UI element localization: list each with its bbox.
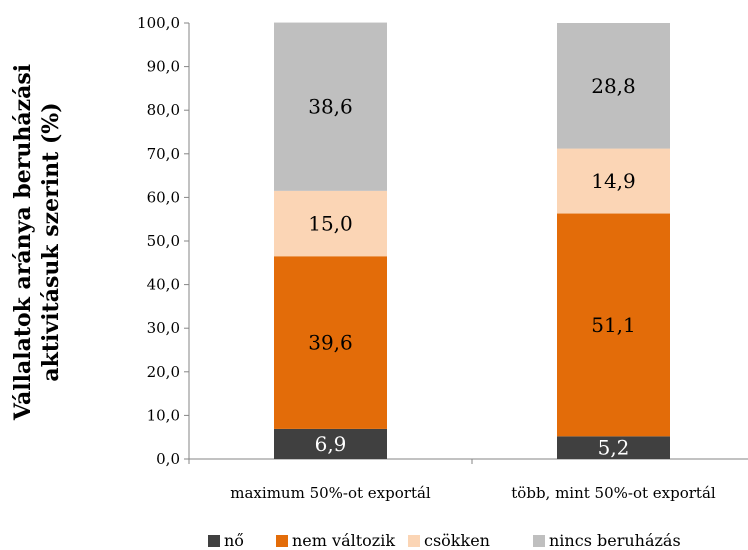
y-tick-label: 80,0 <box>147 101 180 119</box>
x-category-label: több, mint 50%-ot exportál <box>511 484 716 502</box>
bar-segment <box>274 190 387 257</box>
data-label: 6,9 <box>315 432 347 456</box>
y-tick-label: 100,0 <box>137 14 180 32</box>
y-axis-title-line-2: aktivitásuk szerint (%) <box>38 102 64 381</box>
y-tick-label: 50,0 <box>147 232 180 250</box>
data-label: 14,9 <box>591 169 636 193</box>
legend-swatch <box>533 535 545 547</box>
bar-segment <box>557 213 670 437</box>
bar-segment <box>557 436 670 459</box>
data-label: 5,2 <box>598 436 630 460</box>
legend-label: nincs beruházás <box>549 531 681 550</box>
bars <box>274 22 670 459</box>
bar-segment <box>274 256 387 429</box>
y-tick-label: 90,0 <box>147 58 180 76</box>
value-labels: 6,9 39,6 15,0 38,6 5,2 51,1 14,9 28,8 <box>308 74 636 460</box>
y-tick-label: 10,0 <box>147 406 180 424</box>
y-tick-label: 60,0 <box>147 188 180 206</box>
bar-segment <box>557 148 670 214</box>
data-label: 28,8 <box>591 74 636 98</box>
data-label: 15,0 <box>308 212 353 236</box>
legend-label: nem változik <box>292 531 395 550</box>
bar-segment <box>557 23 670 149</box>
legend-swatch <box>408 535 420 547</box>
y-tick-label: 30,0 <box>147 319 180 337</box>
bar-segment <box>274 22 387 191</box>
x-category-label: maximum 50%-ot exportál <box>230 484 431 502</box>
legend-swatch <box>208 535 220 547</box>
bar-segment <box>274 428 387 459</box>
legend-label: csökken <box>424 531 490 550</box>
y-tick-label: 40,0 <box>147 276 180 294</box>
legend-swatch <box>276 535 288 547</box>
y-axis-title: Vállalatok aránya beruházási aktivitásuk… <box>10 64 64 421</box>
data-label: 39,6 <box>308 331 353 355</box>
x-axis: maximum 50%-ot exportál több, mint 50%-ot… <box>188 458 748 502</box>
data-label: 38,6 <box>308 95 353 119</box>
legend-label: nő <box>224 531 244 550</box>
y-tick-label: 70,0 <box>147 145 180 163</box>
y-tick-label: 0,0 <box>156 450 180 468</box>
y-tick-label: 20,0 <box>147 363 180 381</box>
legend: nő nem változik csökken nincs beruházás <box>208 531 681 550</box>
y-axis: 0,0 10,0 20,0 30,0 40,0 50,0 60,0 70,0 80,0 90,0 1… <box>137 14 190 468</box>
data-label: 51,1 <box>591 313 636 337</box>
y-axis-title-line-1: Vállalatok aránya beruházási <box>10 64 36 421</box>
